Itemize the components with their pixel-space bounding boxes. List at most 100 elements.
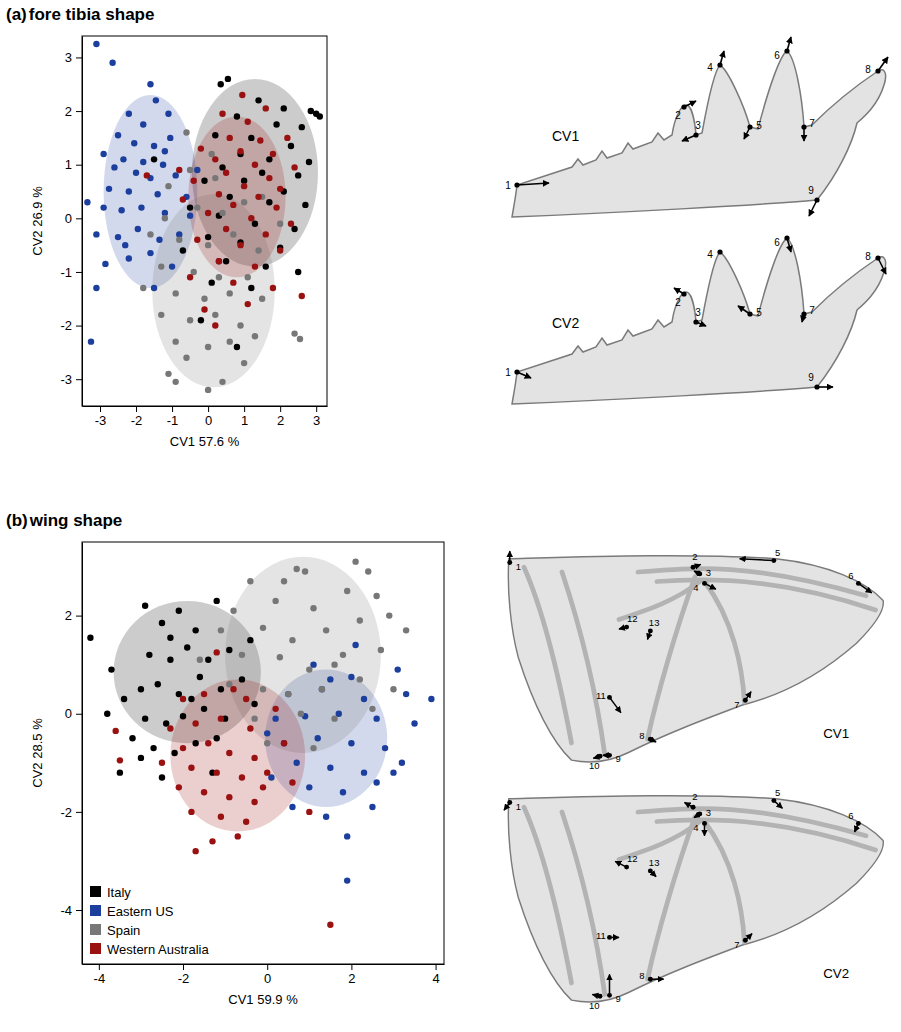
chart-title: wing shape [29, 511, 123, 530]
y-tick: -4 [60, 903, 82, 918]
point [288, 220, 294, 226]
landmark-label: 5 [756, 120, 762, 131]
point [162, 148, 168, 154]
point [272, 715, 278, 721]
point [298, 711, 304, 717]
x-tick: -1 [167, 406, 179, 428]
point [277, 186, 283, 192]
landmark [702, 581, 707, 586]
x-tick: 2 [348, 964, 355, 986]
x-tick-mark [351, 964, 352, 970]
point [263, 231, 269, 237]
point [245, 301, 251, 307]
landmark-label: 2 [692, 791, 697, 802]
y-tick-label: -1 [60, 265, 72, 280]
point [93, 285, 99, 291]
point [230, 202, 236, 208]
legend-swatch [90, 886, 101, 897]
point [216, 274, 222, 280]
point [87, 634, 93, 640]
point [266, 199, 272, 205]
x-tick: 1 [241, 406, 248, 428]
x-tick-label: -2 [178, 971, 190, 986]
landmark [743, 938, 748, 943]
point [365, 568, 371, 574]
x-tick: 0 [205, 406, 212, 428]
point [225, 76, 231, 82]
point [273, 204, 279, 210]
point [147, 231, 153, 237]
point [165, 111, 171, 117]
x-tick-label: 4 [432, 971, 439, 986]
y-tick-label: 0 [65, 211, 72, 226]
point [327, 922, 333, 928]
point [260, 686, 266, 692]
point [147, 250, 153, 256]
x-tick-mark [436, 964, 437, 970]
point [239, 92, 245, 98]
point [259, 296, 265, 302]
y-tick: 2 [65, 104, 82, 119]
point [159, 620, 165, 626]
point [188, 765, 194, 771]
y-tick-label: 3 [65, 50, 72, 65]
point [223, 170, 229, 176]
legend-item: Spain [90, 923, 140, 938]
point [230, 231, 236, 237]
point [264, 730, 270, 736]
x-tick-mark [280, 406, 281, 412]
point [212, 322, 218, 328]
point [323, 627, 329, 633]
y-tick-mark [76, 57, 82, 58]
point [288, 143, 294, 149]
point [348, 740, 354, 746]
point [263, 263, 269, 269]
landmark [648, 737, 653, 742]
point [187, 212, 193, 218]
point [291, 164, 297, 170]
point [218, 715, 224, 721]
x-tick-mark [136, 406, 137, 412]
y-tick: -2 [60, 318, 82, 333]
landmark-label: 3 [695, 120, 701, 131]
point [223, 226, 229, 232]
point [357, 617, 363, 623]
point [213, 649, 219, 655]
point [115, 132, 121, 138]
point [248, 215, 254, 221]
point [255, 97, 261, 103]
point [352, 558, 358, 564]
point [197, 657, 203, 663]
y-tick-mark [76, 218, 82, 219]
landmark-arrow [740, 559, 774, 561]
x-axis: -3-2-10123 [83, 406, 328, 428]
point [331, 661, 337, 667]
landmark-label: 5 [756, 307, 762, 318]
landmark-label: 1 [516, 561, 521, 572]
point [188, 696, 194, 702]
landmark-label: 2 [675, 297, 681, 308]
point [327, 676, 333, 682]
landmark [856, 821, 861, 826]
point [165, 183, 171, 189]
point [319, 686, 325, 692]
landmark-arrow [809, 200, 817, 216]
point [218, 814, 224, 820]
point [302, 568, 308, 574]
shape-diagram: CV212345678910111213 [504, 787, 883, 1012]
landmark-label: 10 [589, 1000, 600, 1011]
point [313, 111, 319, 117]
point [241, 183, 247, 189]
legend-item: Italy [90, 885, 131, 900]
wing-vein [562, 812, 605, 994]
y-tick-mark [76, 379, 82, 380]
point [151, 156, 157, 162]
point [138, 755, 144, 761]
landmark [747, 311, 752, 316]
point [117, 757, 123, 763]
point [319, 686, 325, 692]
point [133, 170, 139, 176]
landmark-label: 7 [809, 118, 815, 129]
point [373, 715, 379, 721]
landmark [681, 291, 686, 296]
